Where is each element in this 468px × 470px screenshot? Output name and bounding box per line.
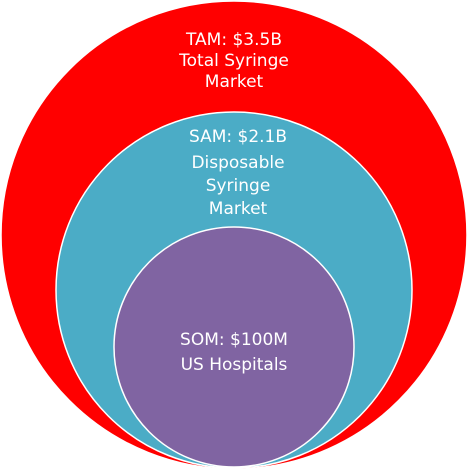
sam-label: Market xyxy=(209,199,268,219)
som-circle xyxy=(113,226,355,468)
tam-label: Total Syringe xyxy=(178,51,289,71)
som-label: US Hospitals xyxy=(181,355,288,375)
som-label: SOM: $100M xyxy=(180,330,288,350)
sam-label: Disposable xyxy=(191,153,284,173)
tam-label: Market xyxy=(205,72,264,92)
tam-label: TAM: $3.5B xyxy=(185,30,282,50)
sam-label: Syringe xyxy=(206,176,271,196)
sam-label: SAM: $2.1B xyxy=(189,127,287,147)
